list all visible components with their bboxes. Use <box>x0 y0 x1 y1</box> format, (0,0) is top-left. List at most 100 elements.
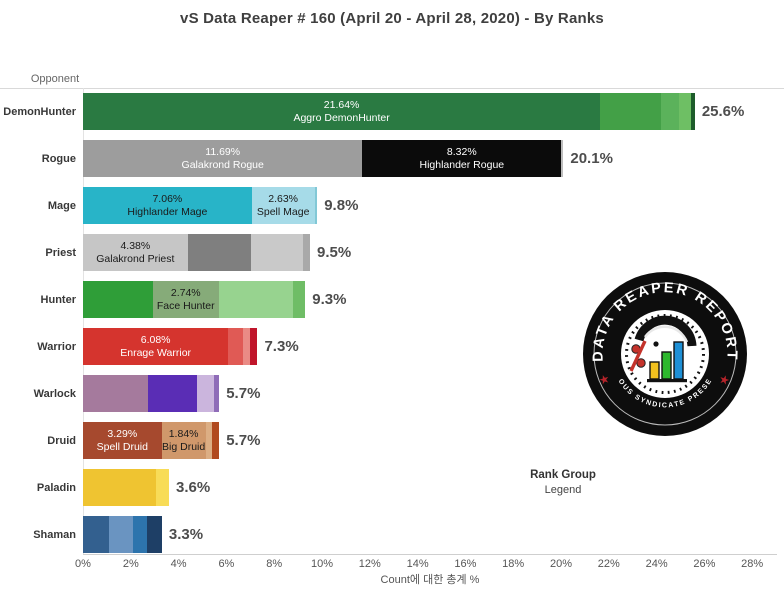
bar-segment[interactable] <box>249 328 258 365</box>
bar-segment[interactable] <box>251 234 304 271</box>
logo-star-left-icon: ★ <box>597 371 612 388</box>
bar-segment[interactable] <box>205 422 212 459</box>
bar-segment[interactable] <box>83 469 157 506</box>
bar-segment[interactable] <box>133 516 148 553</box>
total-label-rogue: 20.1% <box>570 150 613 167</box>
segment-label: 1.84% Big Druid <box>162 427 206 453</box>
logo-center-art <box>629 315 697 383</box>
total-label-paladin: 3.6% <box>176 479 211 496</box>
x-tick-label: 22% <box>597 558 620 570</box>
x-tick-label: 26% <box>693 558 716 570</box>
segment-label: 3.29% Spell Druid <box>96 427 148 453</box>
bar-segment-galakrond-rogue[interactable]: 11.69% Galakrond Rogue <box>83 140 363 177</box>
total-label-mage: 9.8% <box>324 197 359 214</box>
scythe-percent-icon <box>629 340 647 372</box>
x-tick-label: 10% <box>310 558 334 570</box>
bar-segment[interactable] <box>83 516 110 553</box>
bar-chart-baseline <box>647 379 687 383</box>
x-axis-line <box>83 554 777 555</box>
segment-label: 7.06% Highlander Mage <box>127 192 208 218</box>
bar-segment-highlander-mage[interactable]: 7.06% Highlander Mage <box>83 187 252 224</box>
x-tick-label: 16% <box>454 558 477 570</box>
bar-segment[interactable] <box>187 234 252 271</box>
segment-label: 2.74% Face Hunter <box>156 286 215 312</box>
total-label-hunter: 9.3% <box>312 291 347 308</box>
total-label-priest: 9.5% <box>317 244 352 261</box>
segment-label: 11.69% Galakrond Rogue <box>181 145 264 171</box>
bar-segment-highlander-rogue[interactable]: 8.32% Highlander Rogue <box>362 140 562 177</box>
bar-segment-spell-mage[interactable]: 2.63% Spell Mage <box>251 187 315 224</box>
bar-segment-big-druid[interactable]: 1.84% Big Druid <box>161 422 206 459</box>
segment-label: 21.64% Aggro DemonHunter <box>293 98 390 124</box>
total-label-warlock: 5.7% <box>226 385 261 402</box>
bar-segment[interactable] <box>214 375 220 412</box>
bar-segment-enrage-warrior[interactable]: 6.08% Enrage Warrior <box>83 328 229 365</box>
row-label-priest: Priest <box>45 246 76 259</box>
legend-label: Legend <box>544 484 582 496</box>
bar-segment[interactable] <box>314 187 318 224</box>
row-label-shaman: Shaman <box>33 528 76 541</box>
bar-segment[interactable] <box>242 328 250 365</box>
total-label-shaman: 3.3% <box>168 526 204 543</box>
bar-segment[interactable] <box>228 328 243 365</box>
x-tick-label: 2% <box>122 558 139 570</box>
legend: Rank Group Legend <box>483 469 643 496</box>
x-tick-label: 18% <box>502 558 525 570</box>
x-tick-label: 20% <box>549 558 573 570</box>
y-axis-line <box>83 88 84 554</box>
row-label-hunter: Hunter <box>40 293 76 306</box>
total-label-druid: 5.7% <box>226 432 261 449</box>
x-tick-label: 8% <box>266 558 283 570</box>
row-label-warlock: Warlock <box>33 387 76 400</box>
y-axis-title: Opponent <box>30 73 80 85</box>
total-label-demonhunter: 25.6% <box>701 103 745 120</box>
bar-segment[interactable] <box>211 422 220 459</box>
x-tick-label: 28% <box>741 558 764 570</box>
reaper-eye-icon <box>653 341 659 347</box>
row-label-demonhunter: DemonHunter <box>3 105 76 118</box>
bar-segment[interactable] <box>600 93 662 130</box>
bar-segment[interactable] <box>83 375 149 412</box>
bar-segment[interactable] <box>196 375 215 412</box>
reaper-hood-icon <box>634 315 697 347</box>
bar-segment[interactable] <box>303 234 311 271</box>
x-tick-label: 12% <box>358 558 381 570</box>
legend-heading: Rank Group <box>530 469 596 481</box>
row-label-mage: Mage <box>47 199 76 212</box>
row-label-paladin: Paladin <box>36 481 76 494</box>
bar-segment[interactable] <box>292 281 306 318</box>
header-divider <box>0 88 784 89</box>
segment-label: 8.32% Highlander Rogue <box>419 145 505 171</box>
row-label-rogue: Rogue <box>41 152 76 165</box>
row-label-warrior: Warrior <box>37 340 76 353</box>
x-tick-label: 6% <box>218 558 235 570</box>
bar-segment-face-hunter[interactable]: 2.74% Face Hunter <box>153 281 219 318</box>
bar-segment-aggro-demonhunter[interactable]: 21.64% Aggro DemonHunter <box>83 93 601 130</box>
segment-label: 4.38% Galakrond Priest <box>96 239 175 265</box>
bar-segment-spell-druid[interactable]: 3.29% Spell Druid <box>83 422 162 459</box>
bar-segment[interactable] <box>679 93 691 130</box>
x-tick-label: 4% <box>170 558 187 570</box>
logo-inner-ring-line <box>593 282 737 426</box>
bar-segment[interactable] <box>83 281 154 318</box>
bar-segment[interactable] <box>109 516 134 553</box>
bar-segment[interactable] <box>691 93 695 130</box>
chart-title: vS Data Reaper # 160 (April 20 - April 2… <box>180 10 604 27</box>
segment-label: 6.08% Enrage Warrior <box>120 333 192 359</box>
logo-dotted-ring <box>625 314 705 394</box>
logo-star-right-icon: ★ <box>717 371 732 388</box>
bar-segment[interactable] <box>561 140 564 177</box>
bar-segment[interactable] <box>148 375 197 412</box>
row-label-druid: Druid <box>47 434 76 447</box>
bar-segment-galakrond-priest[interactable]: 4.38% Galakrond Priest <box>83 234 188 271</box>
bar-segment[interactable] <box>156 469 170 506</box>
data-reaper-logo: DATA REAPER REPORT VICIOUS SYNDICATE PRE… <box>583 272 747 436</box>
bar-segment[interactable] <box>147 516 162 553</box>
bar-segment[interactable] <box>218 281 293 318</box>
x-tick-label: 14% <box>406 558 429 570</box>
x-tick-label: 0% <box>75 558 91 570</box>
total-label-warrior: 7.3% <box>264 338 299 355</box>
bar-segment[interactable] <box>661 93 680 130</box>
segment-label: 2.63% Spell Mage <box>256 192 310 218</box>
